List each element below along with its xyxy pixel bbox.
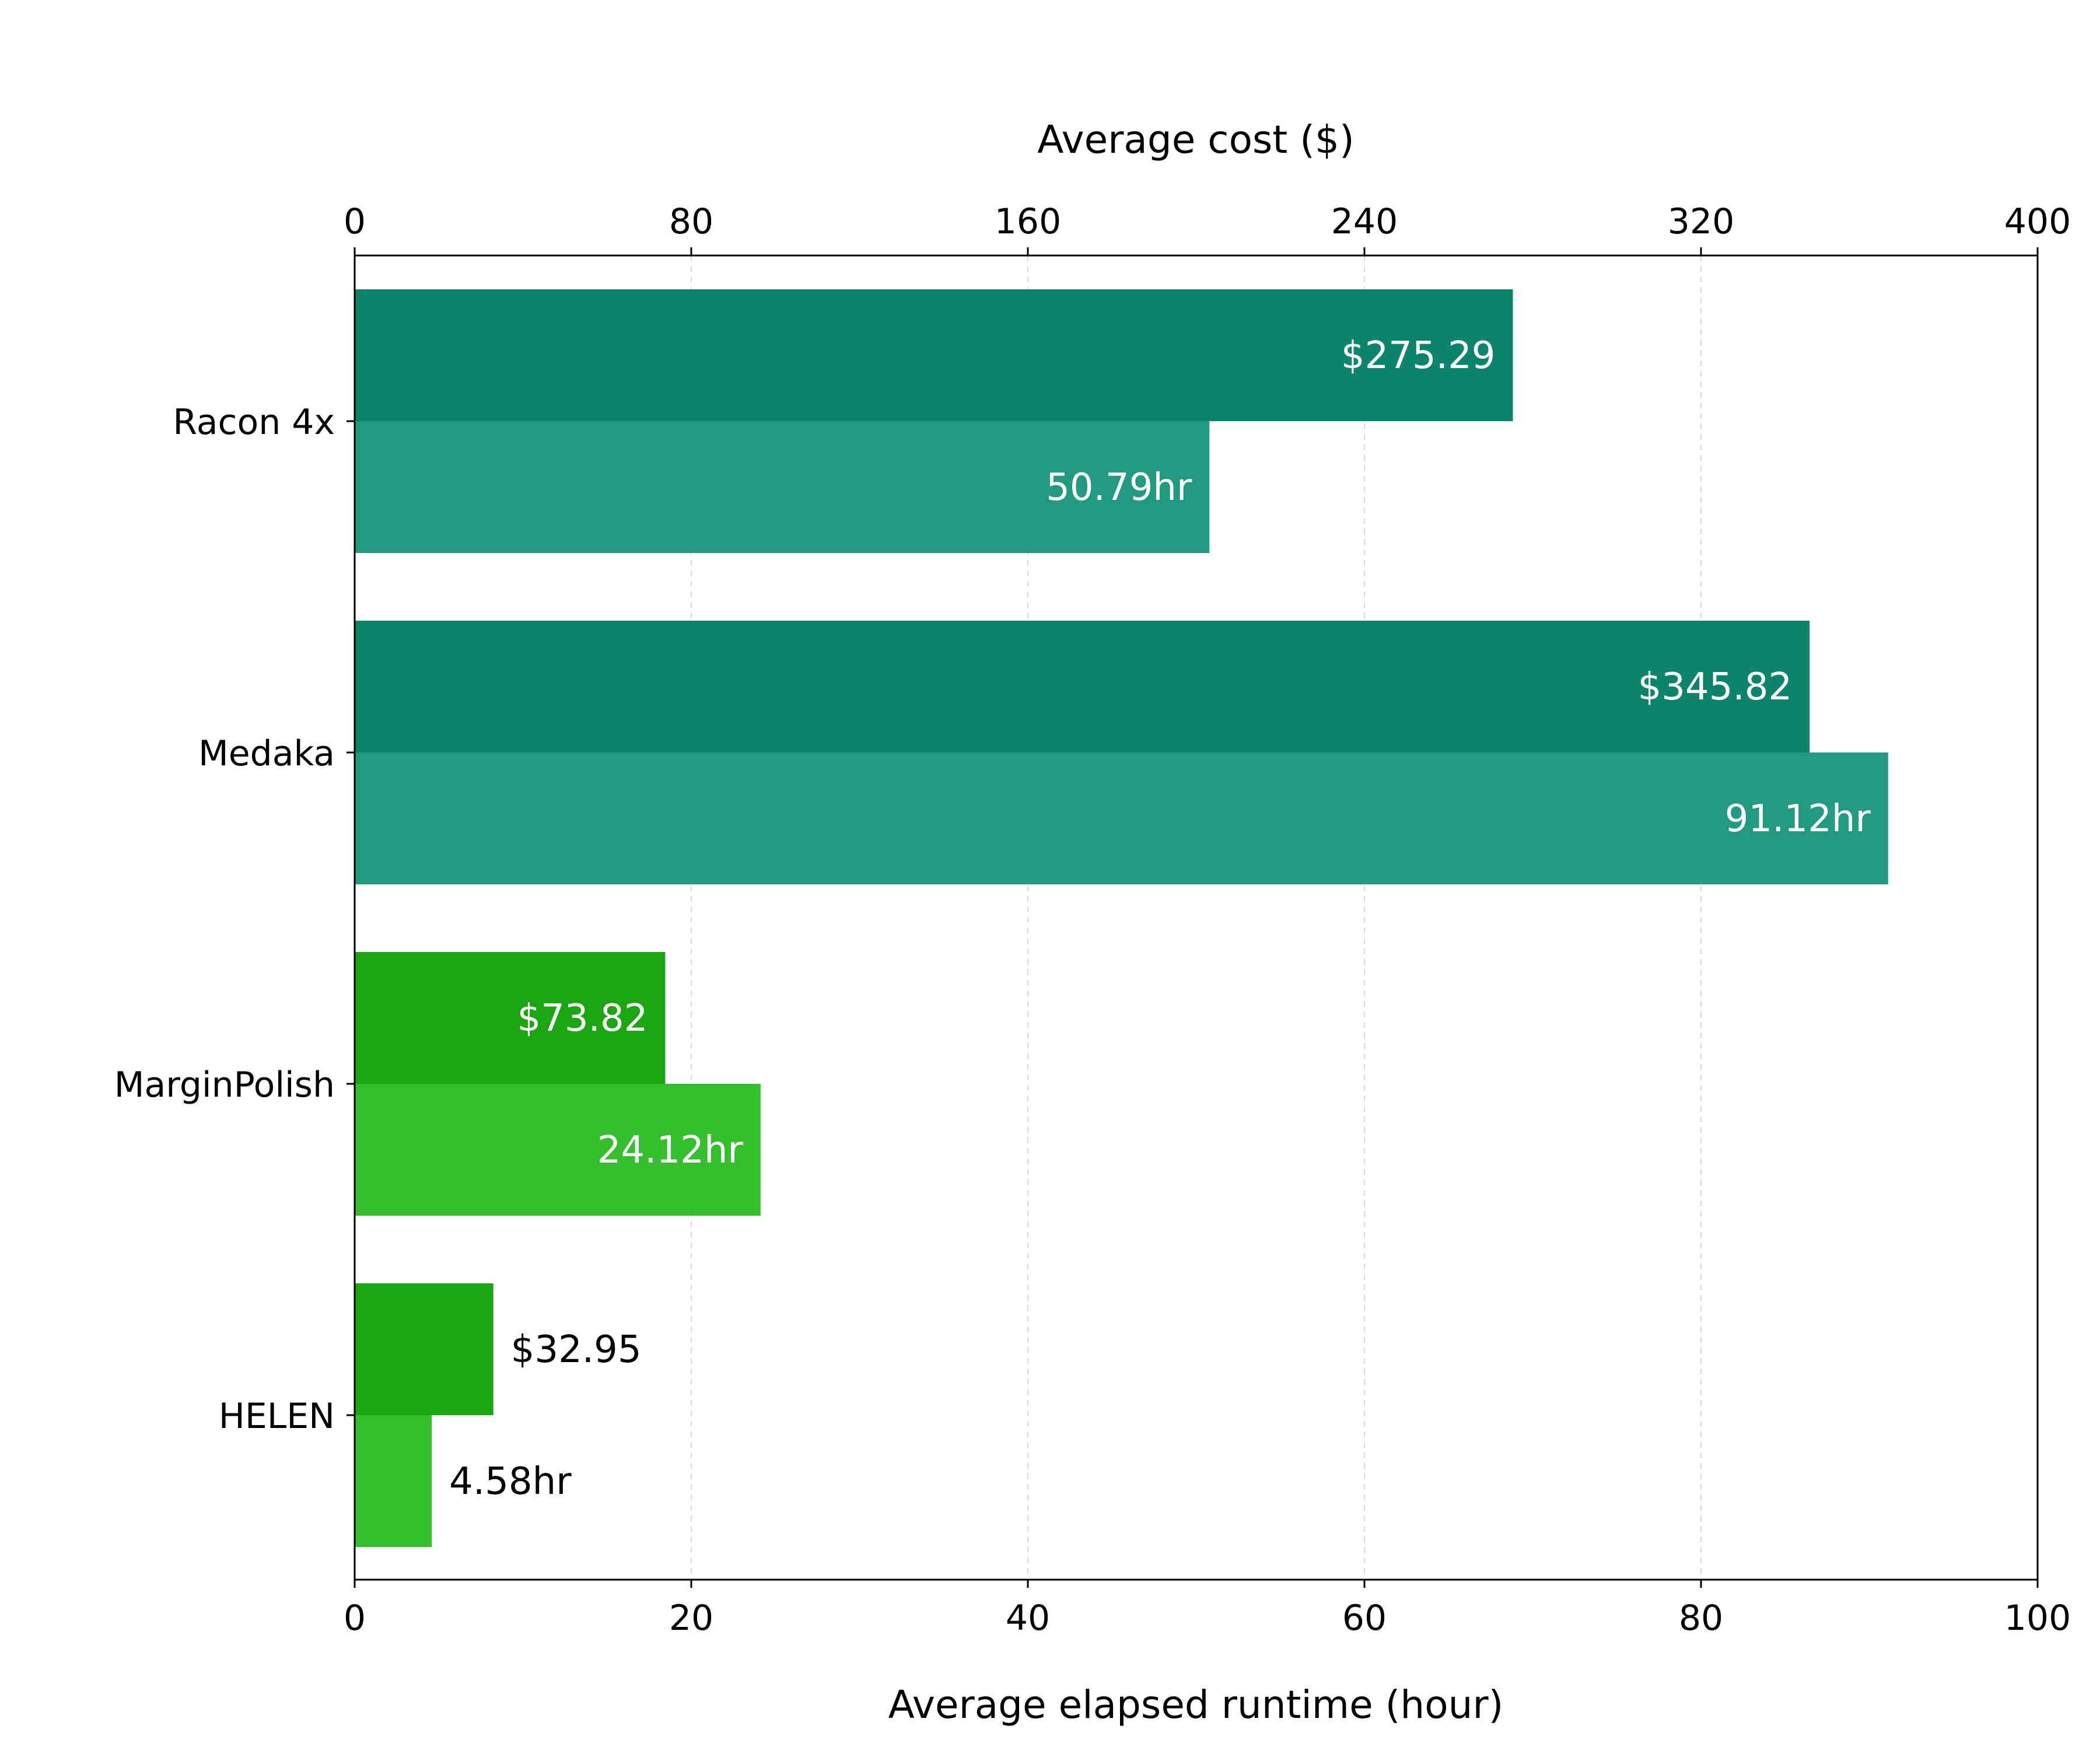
x-top-tick-label: 80 [669,201,713,242]
x-bottom-tick-label: 0 [344,1598,366,1639]
data-label: 91.12hr [1725,797,1871,841]
top-axis-title: Average cost ($) [1037,117,1354,162]
data-label: 24.12hr [597,1129,744,1172]
data-label: 50.79hr [1046,466,1192,509]
x-bottom-tick-label: 20 [669,1598,713,1639]
category-label: Medaka [198,733,335,774]
data-label: $345.82 [1638,666,1793,709]
category-label: HELEN [219,1396,335,1437]
x-top-tick-label: 240 [1331,201,1398,242]
runtime-bar [355,1415,432,1547]
data-label: $32.95 [511,1328,642,1371]
category-label: MarginPolish [114,1065,335,1105]
cost-bar [355,289,1513,421]
x-top-tick-label: 160 [995,201,1062,242]
x-bottom-tick-label: 100 [2004,1598,2071,1639]
plot-frame [354,254,2039,1581]
data-label: $73.82 [517,997,648,1040]
x-bottom-tick-label: 80 [1679,1598,1723,1639]
ticks: Racon 4x Medaka MarginPolish HELEN 0 20 40 60 80… [114,201,2071,1639]
x-top-tick-label: 400 [2004,201,2071,242]
cost-bar [355,621,1810,752]
cost-bar [355,952,666,1084]
x-top-tick-label: 320 [1668,201,1735,242]
bottom-axis-title: Average elapsed runtime (hour) [888,1682,1504,1727]
data-label: 4.58hr [449,1460,572,1503]
runtime-bar [355,421,1210,553]
x-bottom-tick-label: 60 [1342,1598,1387,1639]
category-label: Racon 4x [173,402,335,443]
x-bottom-tick-label: 40 [1006,1598,1050,1639]
runtime-bar [355,1084,761,1216]
x-top-tick-label: 0 [344,201,366,242]
bars: $275.29 $345.82 $73.82 $32.95 50.79hr 91.12hr… [355,289,1888,1547]
data-label: $275.29 [1341,334,1496,377]
cost-bar [355,1283,494,1415]
runtime-bar [355,752,1888,884]
